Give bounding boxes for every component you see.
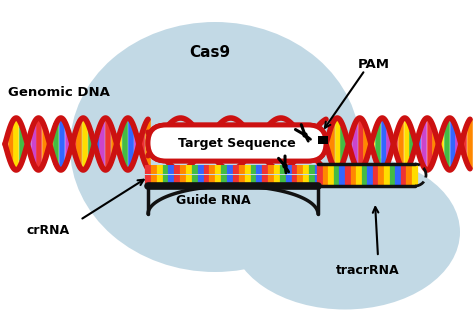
Ellipse shape xyxy=(230,154,460,309)
FancyBboxPatch shape xyxy=(148,125,326,161)
Text: Cas9: Cas9 xyxy=(190,44,230,59)
Circle shape xyxy=(283,164,287,168)
Circle shape xyxy=(303,133,307,137)
Ellipse shape xyxy=(70,22,360,272)
Text: Genomic DNA: Genomic DNA xyxy=(8,86,110,99)
Text: Target Sequence: Target Sequence xyxy=(178,136,296,149)
FancyBboxPatch shape xyxy=(148,125,326,161)
Text: PAM: PAM xyxy=(358,57,390,70)
FancyBboxPatch shape xyxy=(318,136,328,144)
Text: crRNA: crRNA xyxy=(27,223,70,236)
Text: tracrRNA: tracrRNA xyxy=(336,264,400,277)
Text: Guide RNA: Guide RNA xyxy=(176,194,250,207)
